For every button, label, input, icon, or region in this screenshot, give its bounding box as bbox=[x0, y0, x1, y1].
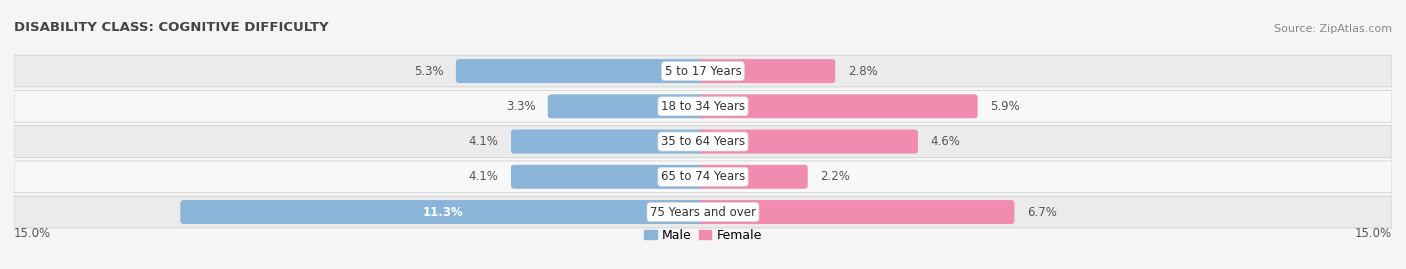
Text: 4.1%: 4.1% bbox=[468, 170, 499, 183]
Text: 15.0%: 15.0% bbox=[1355, 227, 1392, 240]
FancyBboxPatch shape bbox=[699, 165, 807, 189]
FancyBboxPatch shape bbox=[14, 90, 1392, 122]
Legend: Male, Female: Male, Female bbox=[640, 224, 766, 247]
Text: 2.8%: 2.8% bbox=[848, 65, 877, 77]
Text: 65 to 74 Years: 65 to 74 Years bbox=[661, 170, 745, 183]
Text: 4.1%: 4.1% bbox=[468, 135, 499, 148]
FancyBboxPatch shape bbox=[180, 200, 707, 224]
FancyBboxPatch shape bbox=[699, 59, 835, 83]
Text: 5.3%: 5.3% bbox=[413, 65, 443, 77]
FancyBboxPatch shape bbox=[14, 55, 1392, 87]
Text: 2.2%: 2.2% bbox=[820, 170, 851, 183]
FancyBboxPatch shape bbox=[14, 161, 1392, 193]
FancyBboxPatch shape bbox=[510, 165, 707, 189]
FancyBboxPatch shape bbox=[14, 196, 1392, 228]
Text: 75 Years and over: 75 Years and over bbox=[650, 206, 756, 218]
Text: 15.0%: 15.0% bbox=[14, 227, 51, 240]
Text: 4.6%: 4.6% bbox=[931, 135, 960, 148]
Text: Source: ZipAtlas.com: Source: ZipAtlas.com bbox=[1274, 24, 1392, 34]
FancyBboxPatch shape bbox=[699, 130, 918, 154]
Text: 35 to 64 Years: 35 to 64 Years bbox=[661, 135, 745, 148]
FancyBboxPatch shape bbox=[456, 59, 707, 83]
Text: 3.3%: 3.3% bbox=[506, 100, 536, 113]
FancyBboxPatch shape bbox=[699, 94, 977, 118]
FancyBboxPatch shape bbox=[699, 200, 1014, 224]
Text: 6.7%: 6.7% bbox=[1026, 206, 1057, 218]
Text: 5 to 17 Years: 5 to 17 Years bbox=[665, 65, 741, 77]
FancyBboxPatch shape bbox=[510, 130, 707, 154]
FancyBboxPatch shape bbox=[548, 94, 707, 118]
Text: DISABILITY CLASS: COGNITIVE DIFFICULTY: DISABILITY CLASS: COGNITIVE DIFFICULTY bbox=[14, 21, 329, 34]
Text: 5.9%: 5.9% bbox=[990, 100, 1019, 113]
Text: 18 to 34 Years: 18 to 34 Years bbox=[661, 100, 745, 113]
Text: 11.3%: 11.3% bbox=[423, 206, 464, 218]
FancyBboxPatch shape bbox=[14, 126, 1392, 157]
